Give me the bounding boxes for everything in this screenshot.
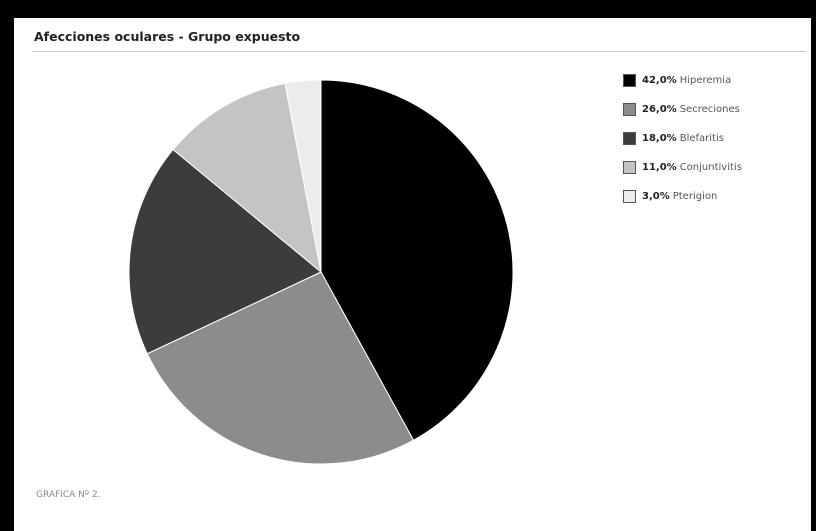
- legend-label: Conjuntivitis: [679, 162, 742, 173]
- pie-slice-hiperemia: [320, 79, 514, 441]
- pie-slice-secreciones: [146, 271, 415, 465]
- legend-swatch: [623, 190, 636, 203]
- figure-caption: GRAFICA Nº 2.: [36, 490, 101, 500]
- legend-swatch: [623, 161, 636, 174]
- legend-item-pterigion: 3,0% Pterigion: [623, 182, 803, 211]
- legend-swatch: [623, 132, 636, 145]
- chart-title: Afecciones oculares - Grupo expuesto: [34, 29, 301, 44]
- legend-label: Pterigion: [672, 191, 718, 202]
- legend-value: 3,0%: [642, 191, 670, 202]
- chart-legend: 42,0% Hiperemia 26,0% Secreciones 18,0% Blefa…: [623, 66, 803, 211]
- legend-item-blefaritis: 18,0% Blefaritis: [623, 124, 803, 153]
- legend-label: Secreciones: [679, 104, 740, 115]
- legend-swatch: [623, 103, 636, 116]
- chart-panel: Afecciones oculares - Grupo expuesto 42,…: [14, 18, 811, 531]
- legend-value: 11,0%: [642, 162, 677, 173]
- legend-item-hiperemia: 42,0% Hiperemia: [623, 66, 803, 95]
- legend-label: Blefaritis: [679, 133, 724, 144]
- legend-value: 18,0%: [642, 133, 677, 144]
- legend-label: Hiperemia: [679, 75, 732, 86]
- pie-slice-blefaritis: [128, 148, 322, 355]
- title-divider: [32, 51, 806, 52]
- legend-value: 26,0%: [642, 104, 677, 115]
- legend-value: 42,0%: [642, 75, 677, 86]
- legend-item-secreciones: 26,0% Secreciones: [623, 95, 803, 124]
- pie-slice-pterigion: [284, 79, 322, 273]
- pie-slice-conjuntivitis: [172, 82, 322, 274]
- legend-item-conjuntivitis: 11,0% Conjuntivitis: [623, 153, 803, 182]
- legend-swatch: [623, 74, 636, 87]
- pie-chart: [128, 79, 514, 465]
